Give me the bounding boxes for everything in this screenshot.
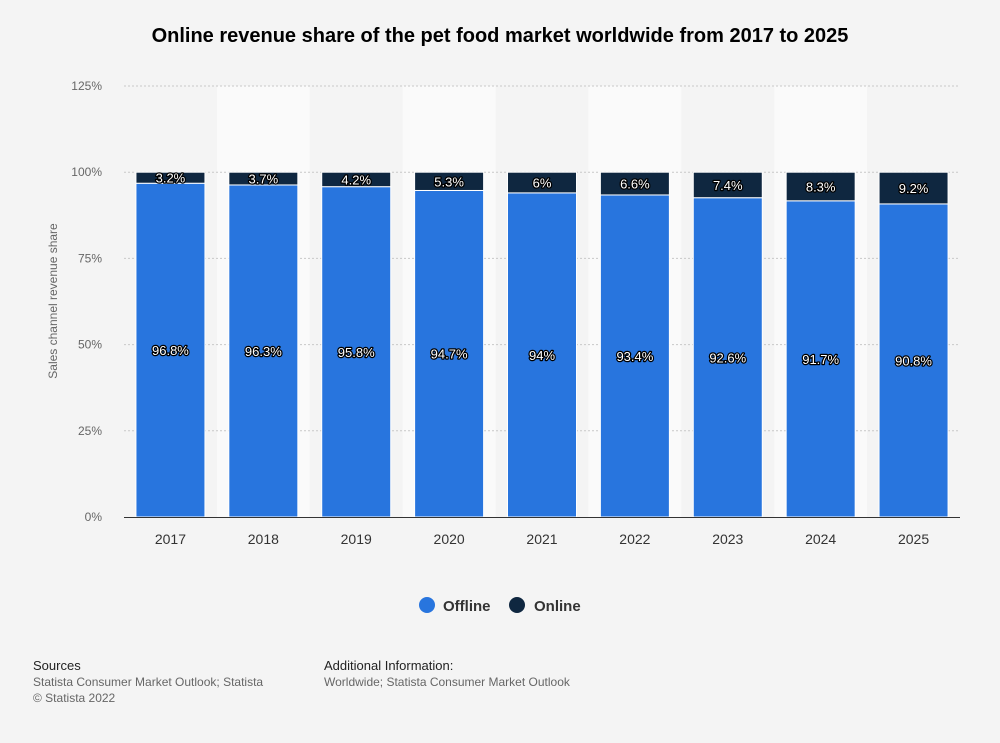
bar-online-2025[interactable] xyxy=(878,171,949,205)
data-label-offline-2024: 91.7% xyxy=(802,352,839,367)
x-tick-label: 2019 xyxy=(341,531,372,547)
bar-offline-2025[interactable] xyxy=(878,203,949,518)
data-label-offline-2020: 94.7% xyxy=(431,347,468,362)
chart-title: Online revenue share of the pet food mar… xyxy=(152,25,849,47)
data-label-online-2018: 3.7% xyxy=(249,172,279,187)
bar-online-2023[interactable] xyxy=(692,171,763,199)
bar-online-2021[interactable] xyxy=(507,171,577,194)
bar-offline-2020[interactable] xyxy=(414,189,485,518)
sources-heading: Sources xyxy=(33,658,81,673)
legend-label: Online xyxy=(534,598,581,615)
data-label-online-2019: 4.2% xyxy=(341,172,371,187)
x-tick-label: 2017 xyxy=(155,531,186,547)
bar-online-2018[interactable] xyxy=(228,171,299,186)
data-label-offline-2019: 95.8% xyxy=(338,345,375,360)
additional-info-heading: Additional Information: xyxy=(324,658,454,673)
copyright-text: © Statista 2022 xyxy=(33,691,116,705)
data-label-online-2024: 8.3% xyxy=(806,180,836,195)
legend-item-offline[interactable]: Offline xyxy=(419,597,491,615)
data-label-online-2017: 3.2% xyxy=(156,171,186,186)
additional-info-block: Additional Information: Worldwide; Stati… xyxy=(324,658,570,690)
legend-item-online[interactable]: Online xyxy=(509,597,581,615)
x-tick-label: 2024 xyxy=(805,531,836,547)
data-label-offline-2021: 94% xyxy=(529,348,555,363)
y-axis-label: Sales channel revenue share xyxy=(46,223,60,379)
data-label-offline-2023: 92.6% xyxy=(709,350,746,365)
bar-online-2020[interactable] xyxy=(414,171,485,191)
x-tick-label: 2025 xyxy=(898,531,929,547)
y-tick-label: 100% xyxy=(71,165,102,179)
sources-text[interactable]: Statista Consumer Market Outlook; Statis… xyxy=(33,675,264,689)
bar-offline-2022[interactable] xyxy=(599,194,670,518)
x-tick-label: 2021 xyxy=(526,531,557,547)
y-tick-label: 125% xyxy=(71,79,102,93)
bar-offline-2019[interactable] xyxy=(321,186,392,518)
y-tick-label: 25% xyxy=(78,424,102,438)
legend-marker xyxy=(509,597,525,613)
data-label-offline-2018: 96.3% xyxy=(245,344,282,359)
data-label-online-2020: 5.3% xyxy=(434,174,464,189)
x-tick-label: 2018 xyxy=(248,531,279,547)
data-label-offline-2022: 93.4% xyxy=(616,349,653,364)
sources-block: Sources Statista Consumer Market Outlook… xyxy=(33,658,263,706)
y-tick-label: 0% xyxy=(85,510,103,524)
bar-online-2024[interactable] xyxy=(785,171,856,202)
legend-label: Offline xyxy=(443,598,491,615)
additional-info-text: Worldwide; Statista Consumer Market Outl… xyxy=(324,675,570,689)
bar-offline-2024[interactable] xyxy=(785,200,856,518)
bar-online-2017[interactable] xyxy=(135,171,206,184)
data-label-offline-2025: 90.8% xyxy=(895,353,932,368)
x-tick-label: 2020 xyxy=(434,531,465,547)
data-label-online-2021: 6% xyxy=(533,176,552,191)
y-tick-label: 50% xyxy=(78,338,102,352)
data-label-online-2022: 6.6% xyxy=(620,177,650,192)
bar-offline-2017[interactable] xyxy=(135,182,206,518)
bar-offline-2021[interactable] xyxy=(507,192,577,518)
bar-online-2019[interactable] xyxy=(321,171,392,188)
bar-offline-2023[interactable] xyxy=(692,197,763,518)
data-label-offline-2017: 96.8% xyxy=(152,343,189,358)
x-tick-label: 2023 xyxy=(712,531,743,547)
y-tick-label: 75% xyxy=(78,251,102,265)
data-label-online-2023: 7.4% xyxy=(713,178,743,193)
data-label-online-2025: 9.2% xyxy=(899,181,929,196)
x-tick-label: 2022 xyxy=(619,531,650,547)
legend-marker xyxy=(419,597,435,613)
bar-offline-2018[interactable] xyxy=(228,184,299,518)
bar-online-2022[interactable] xyxy=(599,171,670,196)
